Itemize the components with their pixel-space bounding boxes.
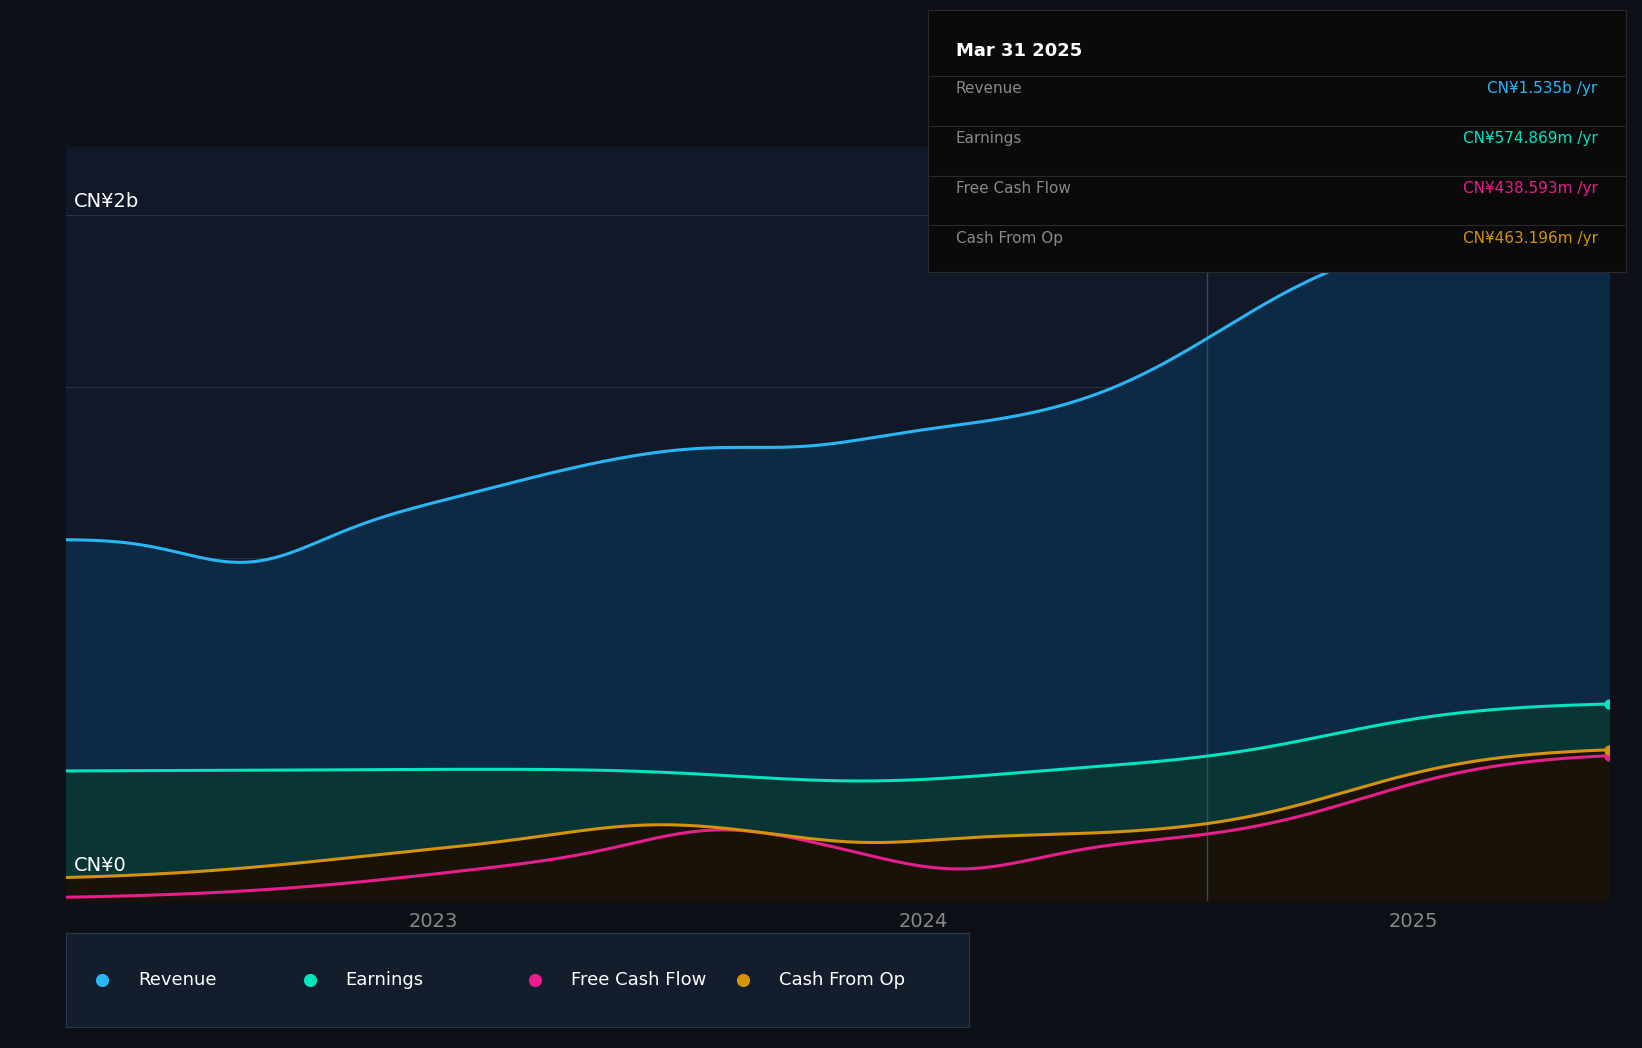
- Text: CN¥1.535b /yr: CN¥1.535b /yr: [1488, 82, 1598, 96]
- Point: [1596, 741, 1622, 758]
- Point: [522, 971, 548, 988]
- Text: CN¥438.593m /yr: CN¥438.593m /yr: [1463, 180, 1598, 196]
- Point: [297, 971, 323, 988]
- Text: CN¥2b: CN¥2b: [74, 192, 138, 211]
- Point: [1596, 747, 1622, 764]
- Text: Free Cash Flow: Free Cash Flow: [571, 970, 706, 989]
- Point: [89, 971, 115, 988]
- Text: Past C: Past C: [1555, 166, 1606, 183]
- Text: Revenue: Revenue: [138, 970, 217, 989]
- Point: [1596, 696, 1622, 713]
- Text: Free Cash Flow: Free Cash Flow: [956, 180, 1071, 196]
- Text: Cash From Op: Cash From Op: [956, 231, 1062, 245]
- Text: Mar 31 2025: Mar 31 2025: [956, 42, 1082, 60]
- Text: Earnings: Earnings: [956, 131, 1021, 146]
- Text: Earnings: Earnings: [346, 970, 424, 989]
- Text: Revenue: Revenue: [956, 82, 1023, 96]
- Point: [1596, 219, 1622, 236]
- Point: [731, 971, 757, 988]
- Text: CN¥463.196m /yr: CN¥463.196m /yr: [1463, 231, 1598, 245]
- Text: Cash From Op: Cash From Op: [780, 970, 905, 989]
- Text: CN¥0: CN¥0: [74, 856, 126, 875]
- Text: CN¥574.869m /yr: CN¥574.869m /yr: [1463, 131, 1598, 146]
